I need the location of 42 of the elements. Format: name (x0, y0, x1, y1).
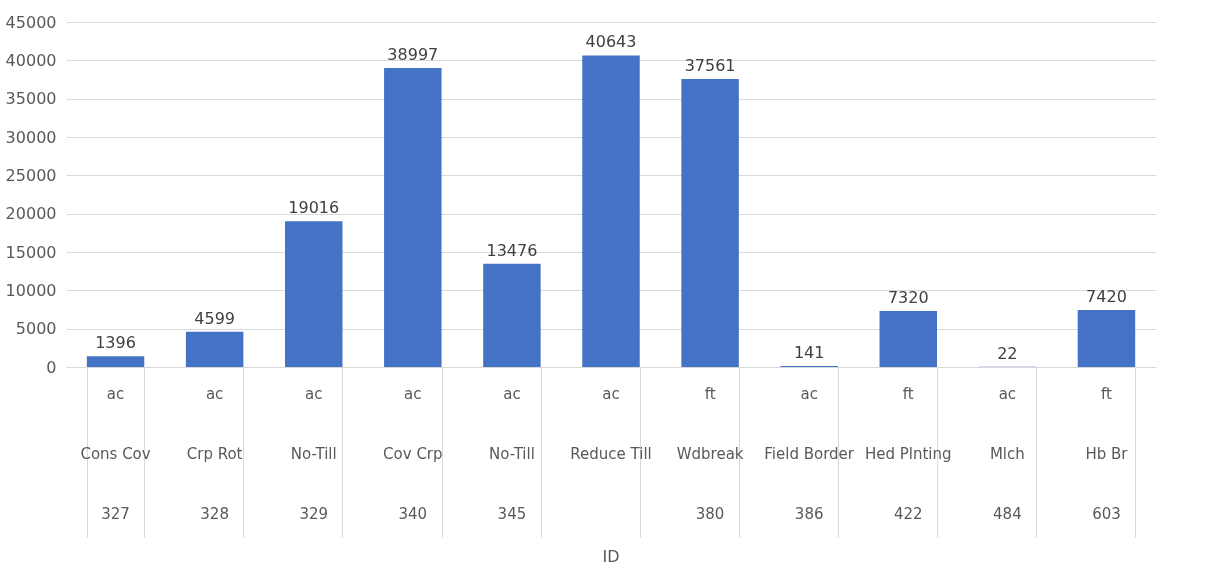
bar (86, 356, 145, 367)
data-label: 19016 (288, 198, 340, 218)
category-label: ac Crp Rot 328 (186, 385, 243, 523)
y-tick-label: 20000 (5, 204, 57, 224)
y-tick-label: 25000 (5, 165, 57, 185)
bar (1077, 310, 1136, 367)
data-label: 4599 (194, 308, 235, 328)
category-label: ft Wdbreak 380 (676, 385, 744, 523)
y-tick-label: 5000 (15, 319, 57, 339)
bar (582, 55, 640, 367)
data-label: 141 (793, 342, 825, 362)
data-label: 13476 (486, 240, 538, 260)
y-tick-label: 10000 (5, 280, 57, 300)
category-label: ac Cons Cov 327 (80, 385, 151, 523)
category-label: ac No-Till 329 (290, 385, 337, 523)
category-label: ac Mlch 484 (989, 385, 1025, 523)
category-label: ac Reduce Till (570, 385, 652, 463)
y-tick-label: 15000 (5, 242, 57, 262)
data-label: 40643 (585, 32, 637, 52)
category-label: ac Cov Crp 340 (383, 385, 443, 523)
data-label: 7320 (887, 287, 929, 307)
data-label: 38997 (387, 45, 439, 65)
category-label: ft Hb Br 603 (1085, 385, 1128, 523)
data-label: 1396 (95, 333, 136, 353)
y-tick-label: 45000 (5, 12, 57, 32)
bar (879, 310, 938, 367)
bar (185, 331, 244, 367)
text: ID (602, 547, 620, 566)
y-tick-label: 30000 (5, 127, 57, 147)
category-label: ac Field Border 386 (764, 385, 855, 523)
category-label: ac No-Till 345 (488, 385, 535, 523)
bar (681, 79, 739, 367)
bar (284, 221, 343, 367)
category-label: ft Hed Plnting 422 (864, 385, 952, 523)
y-tick-label: 40000 (5, 50, 57, 70)
y-tick-label: 35000 (5, 89, 57, 109)
data-label: 22 (997, 343, 1018, 363)
bar (384, 68, 442, 367)
bar (483, 263, 541, 367)
y-tick-label: 0 (46, 357, 57, 377)
data-label: 7420 (1086, 287, 1127, 307)
data-label: 37561 (684, 56, 736, 76)
